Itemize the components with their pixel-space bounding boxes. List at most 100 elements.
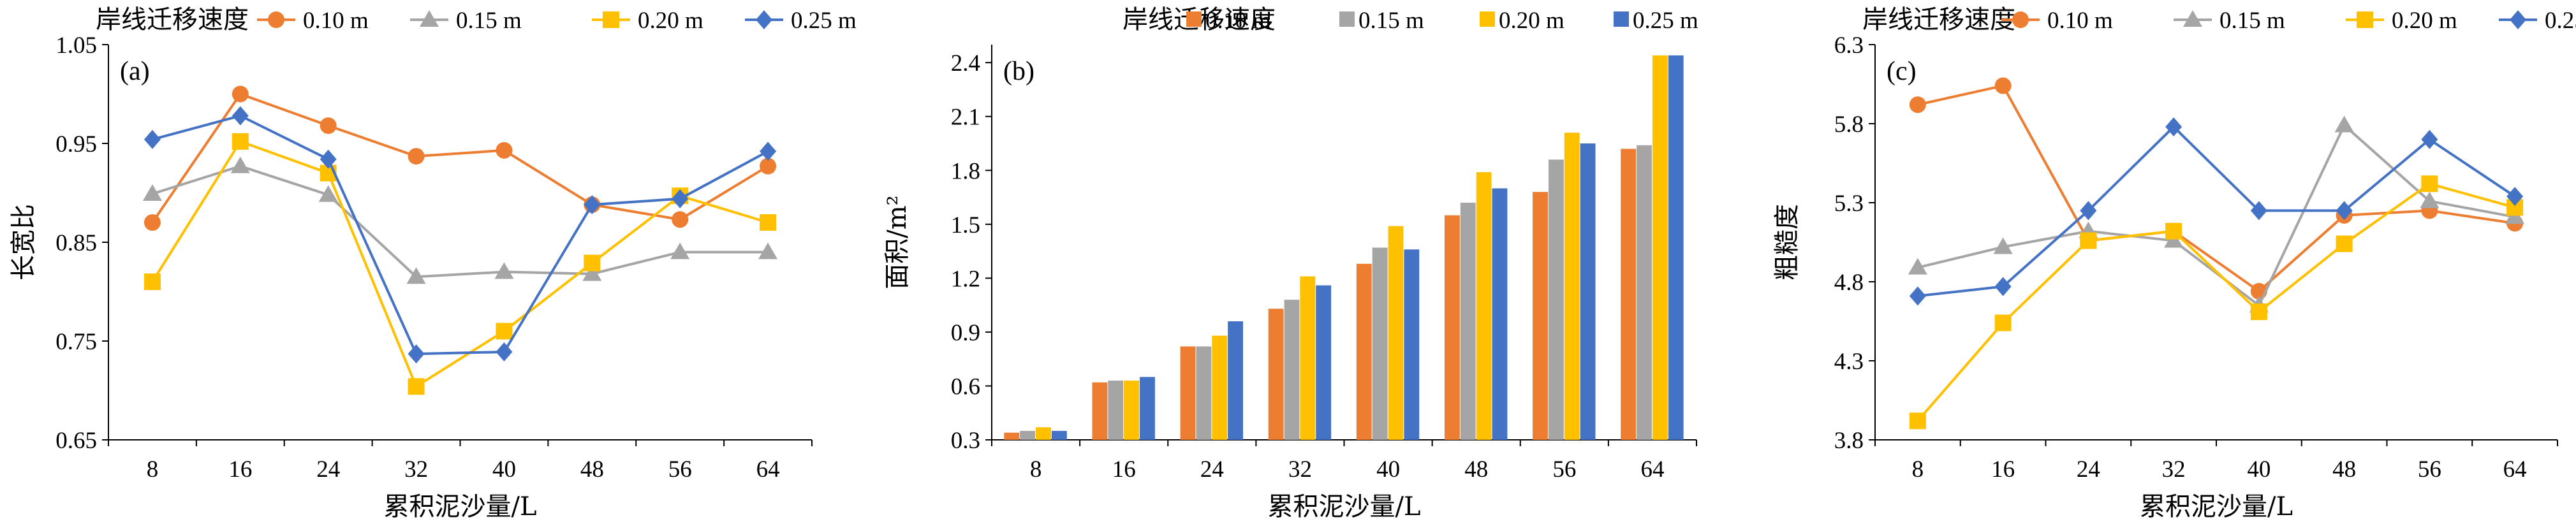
legend-label: 0.25 m (2545, 8, 2576, 34)
x-tick-label: 32 (404, 456, 428, 483)
x-tick-label: 16 (1991, 456, 2015, 483)
y-tick-label: 0.95 (55, 131, 97, 157)
bar-015 (1284, 300, 1300, 440)
y-axis-title: 面积/m² (883, 195, 912, 289)
legend-label: 0.25 m (1633, 8, 1698, 34)
y-tick-label: 4.3 (1834, 349, 1864, 375)
data-point (2506, 187, 2524, 207)
data-point (232, 106, 249, 126)
bar-015 (1020, 430, 1036, 440)
data-point (2250, 303, 2267, 321)
data-point (1908, 258, 1927, 275)
data-point (144, 129, 161, 149)
bar-015 (1637, 145, 1652, 440)
legend-label: 0.20 m (2392, 8, 2457, 34)
data-point (320, 149, 337, 169)
legend-label: 0.20 m (1499, 8, 1564, 34)
data-point (2165, 222, 2182, 240)
legend-label: 0.20 m (638, 8, 703, 34)
data-point (584, 195, 601, 215)
bar-010 (1180, 346, 1196, 440)
y-tick-label: 2.4 (951, 50, 980, 76)
data-point (1993, 237, 2013, 254)
legend-label: 0.10 m (1205, 8, 1271, 34)
panel-c-roughness-chart: 3.8 4.3 4.8 5.3 5.8 6.3 8 16 24 32 40 48 56 64 累积泥沙量/L… (1772, 5, 2576, 521)
series-line (151, 92, 769, 224)
x-tick-label: 8 (1912, 456, 1924, 483)
y-tick-label: 0.65 (55, 428, 97, 454)
y-tick-label: 0.9 (951, 320, 980, 346)
panel-label: (c) (1887, 57, 1917, 86)
bar-020 (1564, 133, 1580, 440)
bar-010 (1621, 149, 1637, 440)
bar-020 (1300, 276, 1316, 440)
bar-025 (1580, 143, 1596, 440)
data-point (1909, 96, 1926, 113)
bar-020 (1476, 172, 1492, 440)
data-point (760, 142, 777, 161)
data-point (406, 267, 426, 284)
bar-025 (1228, 321, 1244, 440)
data-point (1909, 286, 1926, 306)
series-line (1917, 125, 2516, 298)
x-tick-label: 56 (1552, 456, 1576, 483)
series-line (1917, 84, 2515, 293)
data-point (496, 342, 513, 362)
data-point (408, 344, 425, 364)
legend-label: 0.15 m (1358, 8, 1424, 34)
x-tick-label: 24 (2077, 456, 2100, 483)
panel-a-aspect-ratio-chart: 0.65 0.75 0.85 0.95 1.05 8 16 24 32 40 48 56 64 累积泥沙量… (9, 5, 857, 521)
y-tick-label: 5.3 (1834, 191, 1864, 217)
legend-marker (2357, 11, 2373, 28)
x-tick-label: 8 (1030, 456, 1042, 483)
data-point (2421, 175, 2438, 193)
data-point (496, 142, 513, 159)
bar-025 (1140, 377, 1155, 440)
y-tick-label: 6.3 (1834, 33, 1864, 59)
legend-swatch (1339, 11, 1355, 27)
bar-015 (1460, 203, 1476, 440)
x-tick-label: 64 (756, 456, 780, 483)
bar-010 (1268, 309, 1284, 440)
bar-020 (1212, 335, 1228, 440)
bar-020 (1124, 381, 1140, 440)
data-point (672, 189, 689, 208)
y-tick-label: 1.8 (951, 158, 980, 184)
bar-025 (1404, 249, 1420, 440)
bar-015 (1108, 381, 1124, 440)
y-tick-label: 0.75 (55, 329, 97, 355)
x-tick-label: 48 (2332, 456, 2356, 483)
x-tick-label: 40 (1376, 456, 1400, 483)
data-point (320, 117, 337, 135)
legend-marker (268, 11, 284, 28)
bar-015 (1196, 346, 1212, 440)
x-tick-label: 56 (2418, 456, 2441, 483)
bar-020 (1388, 226, 1404, 440)
legend-marker (603, 11, 619, 28)
bar-025 (1668, 55, 1684, 440)
data-point (2336, 201, 2353, 221)
data-point (2080, 232, 2097, 249)
panel-b-area-bar-chart: 0.3 0.6 0.9 1.2 1.5 1.8 2.1 2.4 8 16 24 32 40 48 56 64 累… (883, 5, 1698, 521)
data-point (760, 157, 777, 175)
data-point (1994, 277, 2012, 296)
data-point (2334, 115, 2354, 133)
y-axis-title: 长宽比 (9, 204, 38, 280)
x-tick-label: 56 (668, 456, 692, 483)
data-point (2165, 117, 2182, 136)
x-axis-title: 累积泥沙量/L (2140, 492, 2293, 521)
y-tick-label: 0.3 (951, 428, 980, 454)
data-point (232, 133, 249, 150)
data-point (408, 148, 425, 165)
data-point (142, 184, 162, 201)
data-point (408, 378, 425, 395)
legend-label: 0.10 m (303, 8, 369, 34)
legend-title: 岸线迁移速度 (1862, 5, 2015, 34)
series-line (151, 140, 769, 389)
legend-label: 0.25 m (791, 8, 857, 34)
x-tick-label: 64 (2503, 456, 2527, 483)
y-tick-label: 3.8 (1834, 428, 1864, 454)
bar-015 (1548, 159, 1564, 440)
data-point (2421, 129, 2438, 149)
